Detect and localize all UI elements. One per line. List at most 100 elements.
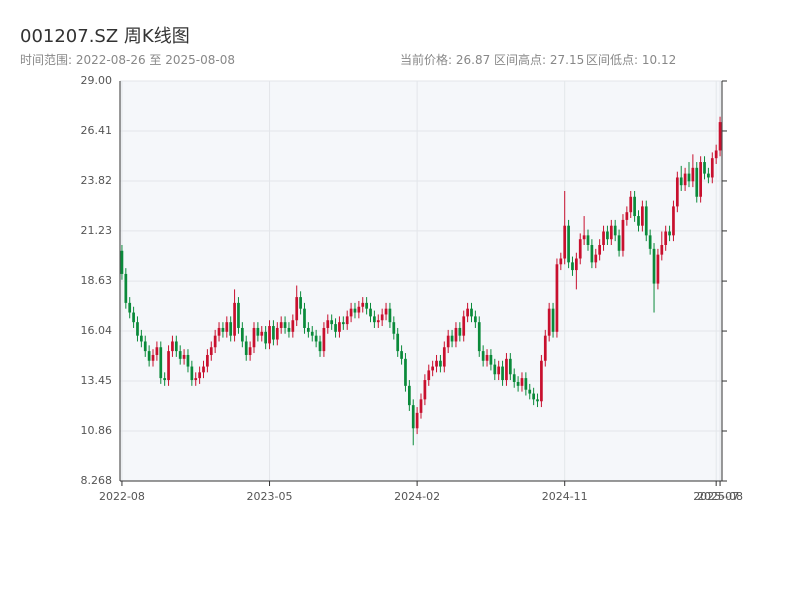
candle-body: [512, 374, 516, 382]
candle-body: [163, 378, 167, 381]
candle-body: [384, 308, 388, 315]
candle-body: [287, 327, 291, 332]
candle-body: [664, 231, 668, 245]
x-tick-label: 2025-07: [693, 490, 739, 503]
candle-body: [563, 225, 567, 259]
candle-body: [590, 244, 594, 263]
candle-body: [427, 370, 431, 381]
x-tick-label: 2023-05: [247, 490, 293, 503]
candle-body: [132, 312, 135, 323]
y-tick-label: 18.63: [81, 274, 113, 287]
candle-body: [186, 354, 190, 367]
y-tick-label: 26.41: [81, 124, 113, 137]
candle-body: [481, 351, 485, 361]
candle-body: [501, 366, 504, 381]
candle-body: [695, 167, 699, 197]
candle-body: [240, 327, 244, 342]
candle-body: [450, 335, 454, 342]
candle-body: [668, 231, 671, 236]
candle-body: [574, 258, 578, 271]
candle-body: [407, 385, 411, 406]
candle-body: [155, 347, 159, 355]
candle-body: [555, 264, 559, 332]
candle-body: [206, 354, 209, 367]
candle-body: [431, 366, 435, 371]
candle-body: [493, 364, 497, 375]
candle-body: [641, 206, 644, 226]
candle-body: [672, 206, 675, 236]
candle-body: [442, 347, 446, 367]
candle-body: [217, 327, 221, 336]
candle-body: [625, 212, 629, 220]
candle-body: [256, 327, 260, 336]
candle-body: [540, 360, 543, 402]
candle-body: [520, 378, 524, 386]
candle-body: [380, 314, 384, 321]
candle-body: [341, 322, 345, 325]
candle-body: [586, 235, 590, 245]
candle-body: [303, 308, 306, 328]
candle-body: [353, 308, 357, 313]
x-tick-label: 2024-11: [542, 490, 588, 503]
candle-body: [202, 366, 205, 373]
plot-background: [120, 81, 722, 481]
candle-body: [718, 122, 722, 151]
y-tick-label: 23.82: [81, 174, 113, 187]
candle-body: [439, 360, 442, 367]
candle-body: [687, 173, 691, 182]
candle-body: [551, 308, 555, 332]
candle-body: [143, 341, 147, 352]
y-tick-label: 16.04: [81, 324, 113, 337]
date-range: 时间范围: 2022-08-26 至 2025-08-08: [20, 53, 235, 67]
y-tick-label: 29.00: [81, 74, 113, 87]
chart-title: 001207.SZ 周K线图: [20, 26, 190, 47]
candle-body: [225, 322, 229, 332]
candle-body: [446, 335, 450, 348]
candle-body: [396, 333, 400, 352]
candle-body: [714, 150, 718, 159]
candle-body: [536, 399, 539, 402]
candle-body: [365, 302, 368, 309]
candle-body: [345, 316, 349, 325]
candle-body: [707, 173, 710, 178]
candle-body: [233, 302, 236, 336]
candle-body: [470, 308, 473, 317]
candle-body: [264, 331, 268, 344]
candle-body: [307, 327, 310, 332]
y-tick-label: 8.268: [81, 474, 113, 487]
candle-body: [283, 322, 287, 328]
candle-body: [703, 162, 706, 174]
y-tick-label: 13.45: [81, 374, 113, 387]
candle-body: [613, 225, 617, 236]
candle-body: [652, 248, 656, 284]
candle-body: [272, 326, 275, 340]
candle-body: [423, 380, 427, 400]
candle-body: [124, 273, 128, 303]
candle-body: [594, 254, 598, 263]
candle-body: [656, 254, 660, 284]
candle-body: [699, 162, 702, 197]
candle-body: [578, 239, 582, 259]
candle-body: [571, 262, 574, 271]
candle-body: [679, 177, 683, 186]
candle-body: [609, 225, 613, 240]
candle-body: [532, 393, 535, 400]
candle-body: [400, 351, 403, 359]
candle-body: [411, 405, 415, 429]
candle-body: [415, 412, 419, 429]
candle-body: [182, 354, 186, 359]
candle-body: [497, 366, 501, 375]
candle-body: [516, 381, 520, 386]
candle-body: [310, 331, 314, 336]
candle-body: [275, 327, 279, 340]
candle-body: [229, 322, 233, 336]
x-tick-label: 2025-08: [697, 490, 743, 503]
candle-body: [598, 244, 602, 255]
candle-body: [629, 196, 633, 213]
candle-body: [617, 235, 621, 251]
candle-body: [260, 331, 264, 336]
candle-body: [710, 158, 714, 178]
candle-body: [167, 351, 170, 381]
